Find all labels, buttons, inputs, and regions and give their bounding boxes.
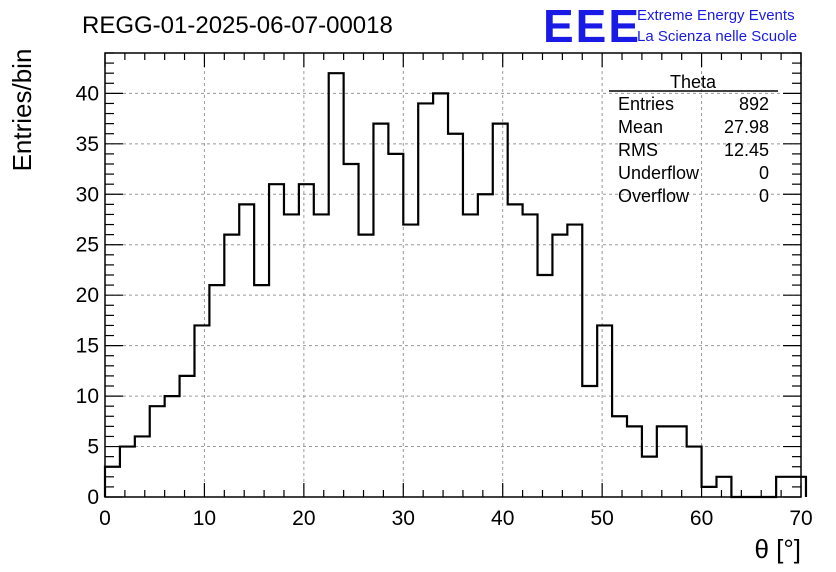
histogram-bin [284, 214, 299, 497]
stats-row-label: Overflow [618, 186, 690, 206]
stats-rows: Entries 892 Mean 27.98 RMS 12.45 Underflow 0 Ove… [618, 94, 769, 206]
histogram-bin [597, 325, 612, 497]
histogram-bin [299, 184, 314, 497]
histogram-bin [493, 124, 508, 497]
stats-row-value: 892 [739, 94, 769, 114]
histogram-bin [448, 134, 463, 497]
histogram-outline [103, 72, 808, 499]
histogram-bin [657, 426, 672, 497]
brand-block: EEE Extreme Energy Events La Scienza nel… [543, 0, 797, 52]
x-tick-label: 10 [193, 507, 216, 530]
histogram-bin [314, 214, 329, 497]
histogram-bin [344, 164, 359, 497]
histogram-bin [687, 447, 702, 497]
histogram-bin [359, 235, 374, 497]
brand-line-2: La Scienza nelle Scuole [637, 28, 797, 45]
stats-title: Theta [670, 72, 717, 92]
histogram-bin [538, 275, 553, 497]
histogram-bin [105, 467, 120, 497]
stats-row-value: 0 [759, 186, 769, 206]
histogram-bin [552, 235, 567, 497]
histogram-bin [642, 457, 657, 497]
stats-row-label: Mean [618, 117, 663, 137]
x-tick-label: 30 [392, 507, 415, 530]
histogram-bin [388, 154, 403, 497]
y-tick-label: 20 [76, 284, 99, 307]
histogram-bin [627, 426, 642, 497]
histogram-bin [135, 436, 150, 497]
y-tick-label: 15 [76, 335, 99, 358]
histogram-bin [403, 225, 418, 497]
axis-ticks [104, 52, 802, 498]
histogram-bin [373, 124, 388, 497]
histogram-bin [612, 416, 627, 497]
stats-row-value: 27.98 [724, 117, 769, 137]
histogram-bin [180, 376, 195, 497]
histogram-bin [165, 396, 180, 497]
histogram-bin [239, 204, 254, 497]
histogram-bin [567, 225, 582, 497]
x-tick-label: 40 [491, 507, 514, 530]
histogram-bin [463, 214, 478, 497]
brand-logo: EEE [543, 0, 641, 52]
x-tick-label: 20 [292, 507, 315, 530]
histogram-bin [254, 285, 269, 497]
histogram-bin [224, 235, 239, 497]
histogram-bin [120, 447, 135, 497]
x-axis-label: θ [°] [754, 534, 801, 564]
brand-line-1: Extreme Energy Events [637, 7, 795, 24]
tick-labels: 0 10 20 30 40 50 60 70 0 5 10 15 20 25 30 35 40 [76, 82, 813, 530]
y-tick-label: 10 [76, 385, 99, 408]
y-tick-label: 25 [76, 234, 99, 257]
chart-title: REGG-01-2025-06-07-00018 [82, 12, 393, 39]
x-tick-label: 60 [690, 507, 713, 530]
histogram-bin [209, 285, 224, 497]
histogram-bin [269, 184, 284, 497]
y-tick-label: 40 [76, 82, 99, 105]
histogram-bin [716, 477, 731, 497]
histogram-bin [776, 477, 791, 497]
stats-row-value: 0 [759, 163, 769, 183]
y-tick-label: 30 [76, 183, 99, 206]
y-tick-label: 35 [76, 133, 99, 156]
histogram-bin [329, 73, 344, 497]
histogram-bin [150, 406, 165, 497]
histogram-bin [194, 325, 209, 497]
y-tick-label: 5 [87, 436, 99, 459]
histogram-bin [508, 204, 523, 497]
stats-box: Theta Entries 892 Mean 27.98 RMS 12.45 Underfl… [609, 72, 778, 206]
stats-row-label: RMS [618, 140, 658, 160]
grid-lines [105, 53, 801, 497]
histogram-bin [702, 487, 717, 497]
histogram-bin [433, 93, 448, 497]
histogram-bin [523, 214, 538, 497]
x-tick-label: 70 [789, 507, 812, 530]
x-tick-label: 50 [590, 507, 613, 530]
histogram-bin [582, 386, 597, 497]
y-tick-label: 0 [87, 486, 99, 509]
x-tick-label: 0 [99, 507, 111, 530]
stats-row-label: Entries [618, 94, 674, 114]
stats-row-value: 12.45 [724, 140, 769, 160]
stats-row-label: Underflow [618, 163, 700, 183]
y-axis-label: Entries/bin [7, 49, 37, 172]
histogram-bin [478, 194, 493, 497]
histogram-series [103, 72, 808, 499]
histogram-bin [418, 103, 433, 497]
histogram-bin [672, 426, 687, 497]
